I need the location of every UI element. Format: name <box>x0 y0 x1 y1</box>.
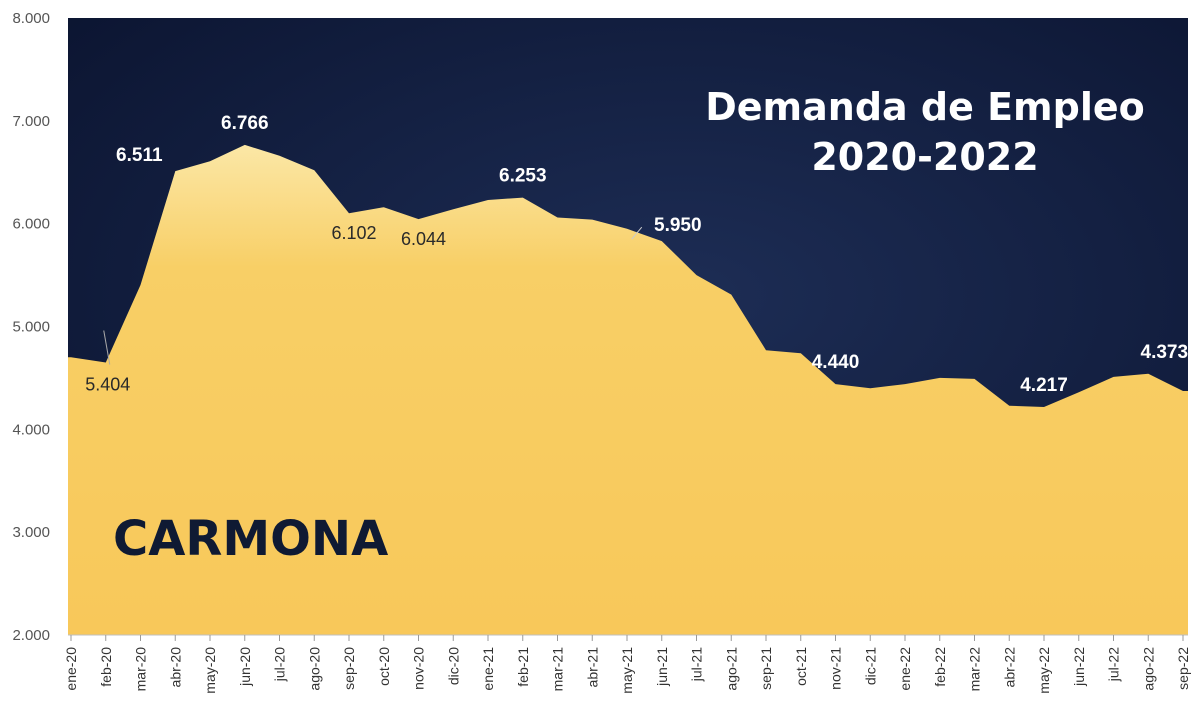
y-tick-label: 4.000 <box>12 421 50 438</box>
y-tick-label: 3.000 <box>12 524 50 541</box>
x-tick-label: ene-21 <box>480 647 496 691</box>
x-tick-label: nov-20 <box>411 647 427 690</box>
x-tick-label: ago-22 <box>1140 647 1156 691</box>
x-tick-label: abr-22 <box>1001 647 1017 688</box>
data-label: 6.766 <box>221 113 269 134</box>
chart-title-line1: Demanda de Empleo <box>705 85 1145 129</box>
data-label: 5.404 <box>85 375 130 395</box>
y-tick-label: 6.000 <box>12 216 50 233</box>
x-tick-label: sep-21 <box>758 647 774 690</box>
x-tick-label: mar-20 <box>133 647 149 692</box>
data-label: 6.044 <box>401 229 446 249</box>
municipality-label: CARMONA <box>113 511 388 567</box>
x-tick-label: jul-20 <box>272 647 288 682</box>
y-tick-label: 8.000 <box>12 10 50 27</box>
data-label: 4.440 <box>812 352 860 373</box>
data-label: 6.511 <box>116 145 163 166</box>
x-tick-label: may-21 <box>619 647 635 694</box>
x-tick-label: feb-22 <box>932 647 948 687</box>
x-tick-label: jul-22 <box>1106 647 1122 682</box>
x-tick-label: feb-20 <box>98 647 114 687</box>
data-label: 5.950 <box>654 215 702 236</box>
x-tick-label: ene-20 <box>63 647 79 691</box>
x-tick-label: jun-21 <box>654 647 670 687</box>
y-tick-label: 2.000 <box>12 627 50 644</box>
data-label: 4.217 <box>1020 375 1068 396</box>
x-tick-label: dic-21 <box>862 647 878 685</box>
x-tick-label: abr-20 <box>167 647 183 688</box>
x-tick-label: mar-22 <box>967 647 983 692</box>
demand-area <box>68 144 1188 635</box>
y-axis: 2.000 3.000 4.000 5.000 6.000 7.000 8.000 <box>12 10 50 644</box>
x-tick-label: jul-21 <box>689 647 705 682</box>
x-tick-label: jun-22 <box>1071 647 1087 687</box>
x-tick-label: abr-21 <box>584 647 600 688</box>
x-tick-label: may-22 <box>1036 647 1052 694</box>
x-axis: ene-20 feb-20 mar-20 abr-20 may-20 jun-20 jul-… <box>63 635 1191 694</box>
x-tick-label: sep-20 <box>341 647 357 690</box>
data-labels: 5.404 6.511 6.766 6.102 6.044 6.253 5.950 4.440… <box>85 113 1188 396</box>
x-tick-label: jun-20 <box>237 647 253 687</box>
x-tick-label: mar-21 <box>550 647 566 692</box>
x-tick-label: ago-21 <box>723 647 739 691</box>
x-tick-label: feb-21 <box>515 647 531 687</box>
x-tick-label: oct-20 <box>376 647 392 686</box>
x-tick-label: ene-22 <box>897 647 913 691</box>
data-label: 6.102 <box>331 223 376 243</box>
data-label: 6.253 <box>499 166 547 187</box>
x-tick-label: may-20 <box>202 647 218 694</box>
data-label: 4.373 <box>1141 342 1189 363</box>
x-tick-label: nov-21 <box>828 647 844 690</box>
x-tick-label: ago-20 <box>306 647 322 691</box>
label-leaders <box>103 226 643 365</box>
x-tick-label: dic-20 <box>445 647 461 685</box>
chart-title-line2: 2020-2022 <box>811 135 1038 179</box>
y-tick-label: 5.000 <box>12 319 50 336</box>
x-tick-label: oct-21 <box>793 647 809 686</box>
y-tick-label: 7.000 <box>12 113 50 130</box>
x-tick-label: sep-22 <box>1175 647 1191 690</box>
